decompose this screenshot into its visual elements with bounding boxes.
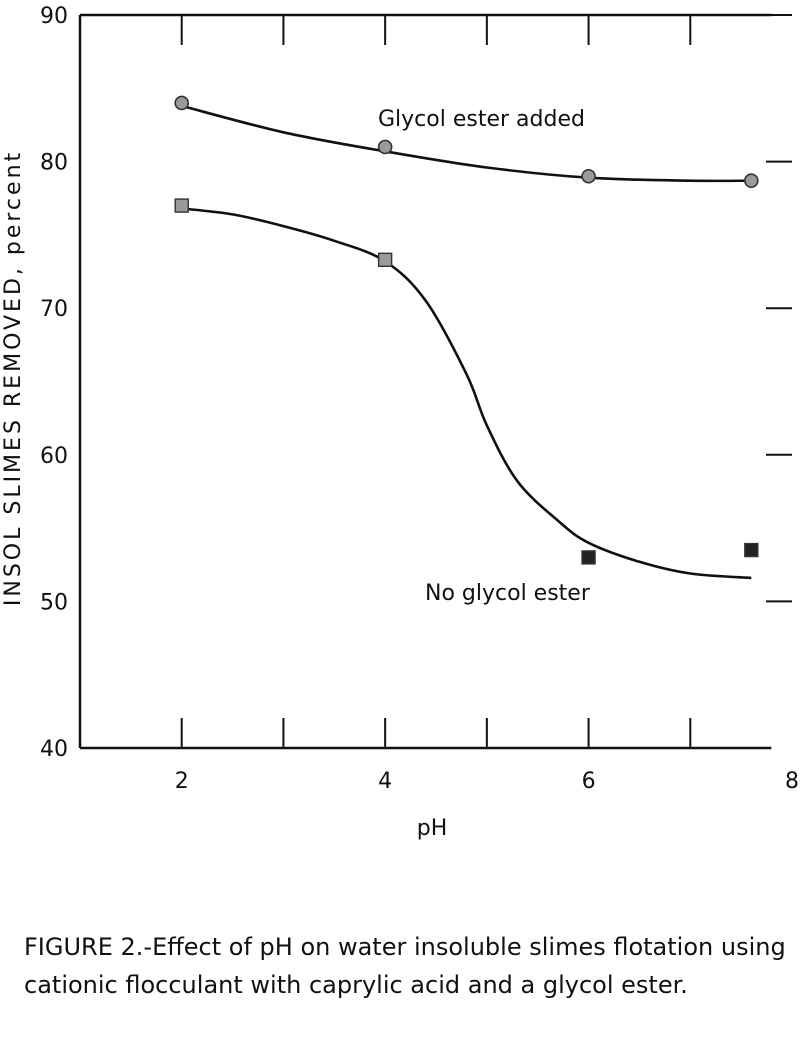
figure-caption: FIGURE 2.-Effect of pH on water insolubl… [24,928,794,1004]
y-tick-label: 60 [40,444,68,469]
data-point-square [377,252,393,268]
caption-figure-number: FIGURE 2.- [24,933,153,961]
x-tick-label: 2 [175,769,189,794]
x-tick-label: 6 [582,769,596,794]
data-point-circle [377,139,393,155]
series-curves [181,104,752,580]
data-point-circle [744,173,759,188]
series-markers [174,95,759,565]
x-tick-label: 4 [378,769,392,794]
y-axis-title: INSOL SLIMES REMOVED, percent [1,150,26,606]
x-tick-label: 8 [785,769,799,794]
y-tick-label: 70 [40,297,68,322]
y-tick-label: 50 [40,590,68,615]
annotation-no-glycol-ester: No glycol ester [425,581,591,606]
series-curve-glycol-ester-added [181,104,752,183]
y-tick-label: 40 [40,737,68,762]
y-tick-label: 90 [40,4,68,29]
x-axis-title: pH [417,816,448,841]
y-tick-label: 80 [40,151,68,176]
data-point-square [581,550,596,565]
data-point-circle [581,168,596,184]
data-point-square [174,198,189,213]
annotation-glycol-ester-added: Glycol ester added [378,107,585,132]
data-point-circle [174,95,190,111]
series-curve-no-glycol-ester [181,207,752,580]
caption-text: Effect of pH on water insoluble slimes f… [24,933,786,999]
x-axis-ticks: 2 4 6 8 [175,15,799,794]
plot-frame [78,13,772,750]
chart: 2 4 6 8 40 50 60 70 80 90 Glycol ester added No … [1,4,799,841]
data-point-square [744,542,759,558]
y-axis-ticks: 40 50 60 70 80 90 [40,4,792,762]
